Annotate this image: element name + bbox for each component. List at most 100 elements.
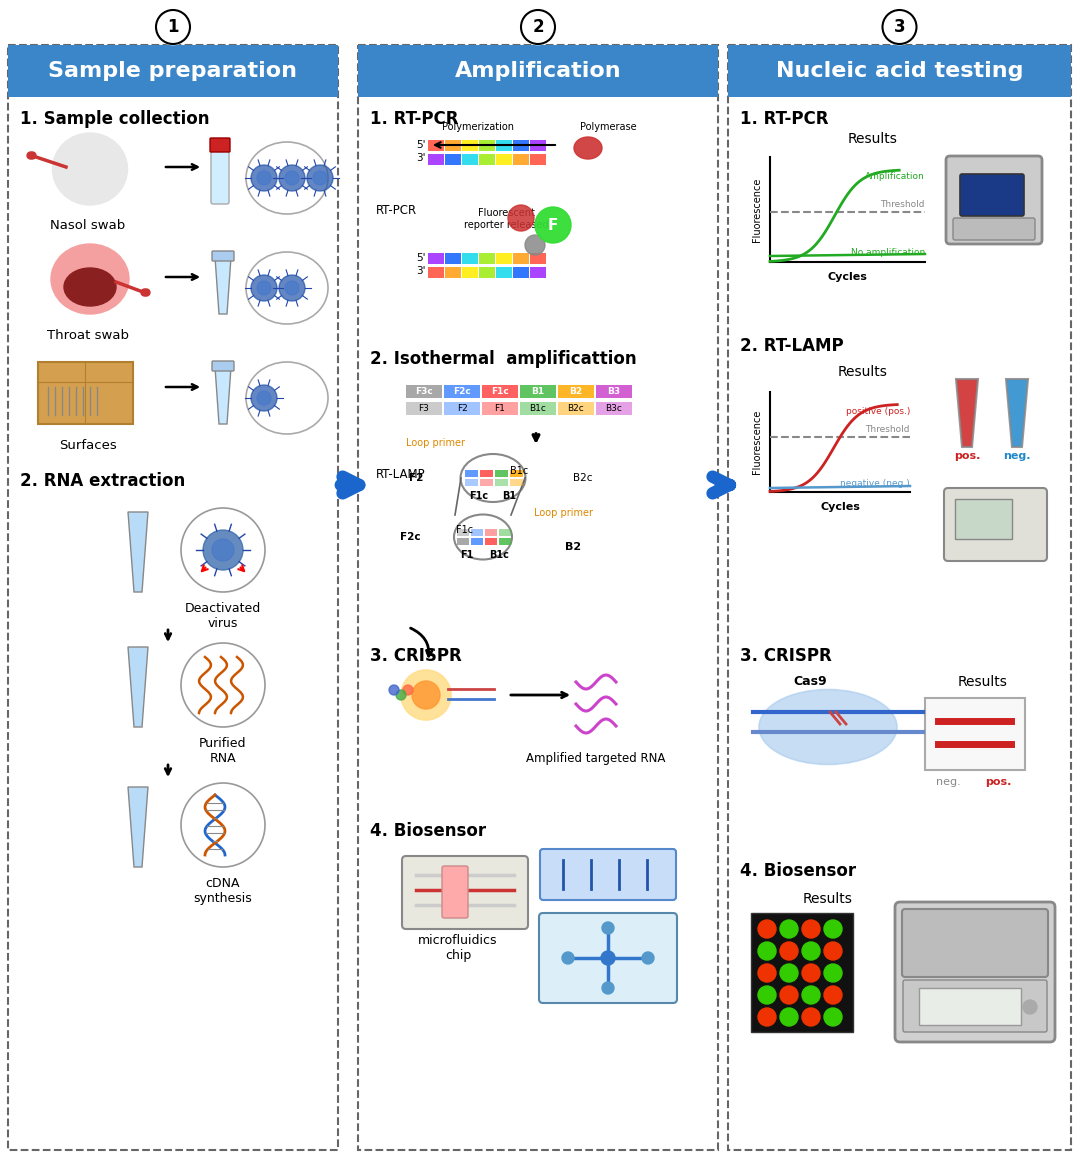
Ellipse shape bbox=[246, 252, 328, 324]
FancyBboxPatch shape bbox=[510, 470, 523, 477]
Text: B2c: B2c bbox=[568, 404, 585, 413]
FancyBboxPatch shape bbox=[496, 253, 513, 264]
Text: F: F bbox=[548, 218, 558, 233]
Circle shape bbox=[402, 685, 413, 695]
Text: positive (pos.): positive (pos.) bbox=[846, 406, 910, 415]
Text: 3': 3' bbox=[416, 266, 425, 277]
Circle shape bbox=[759, 964, 776, 982]
FancyBboxPatch shape bbox=[530, 267, 546, 278]
Text: Deactivated
virus: Deactivated virus bbox=[185, 602, 261, 631]
Circle shape bbox=[181, 643, 265, 727]
Text: 1. Sample collection: 1. Sample collection bbox=[21, 110, 209, 128]
FancyBboxPatch shape bbox=[925, 698, 1025, 771]
Text: 4. Biosensor: 4. Biosensor bbox=[370, 821, 487, 840]
Text: Sample preparation: Sample preparation bbox=[49, 61, 298, 81]
FancyBboxPatch shape bbox=[513, 253, 529, 264]
FancyBboxPatch shape bbox=[513, 140, 529, 152]
Polygon shape bbox=[128, 787, 148, 867]
Circle shape bbox=[642, 952, 654, 964]
Text: B3: B3 bbox=[607, 386, 620, 396]
Text: Results: Results bbox=[848, 132, 898, 146]
Circle shape bbox=[257, 281, 271, 295]
Circle shape bbox=[780, 942, 798, 960]
FancyBboxPatch shape bbox=[462, 140, 478, 152]
FancyBboxPatch shape bbox=[479, 267, 495, 278]
Circle shape bbox=[601, 951, 615, 965]
Circle shape bbox=[156, 10, 190, 44]
Text: Fluorescent
reporter released: Fluorescent reporter released bbox=[464, 208, 548, 229]
Text: 1. RT-PCR: 1. RT-PCR bbox=[740, 110, 829, 128]
FancyBboxPatch shape bbox=[530, 140, 546, 152]
Circle shape bbox=[780, 920, 798, 938]
FancyBboxPatch shape bbox=[402, 856, 528, 929]
Text: 1. RT-PCR: 1. RT-PCR bbox=[370, 110, 459, 128]
Circle shape bbox=[802, 920, 820, 938]
Text: Cycles: Cycles bbox=[828, 272, 868, 282]
FancyBboxPatch shape bbox=[428, 253, 443, 264]
Text: Results: Results bbox=[803, 892, 852, 906]
FancyBboxPatch shape bbox=[513, 267, 529, 278]
Text: Threshold: Threshold bbox=[865, 425, 910, 434]
Circle shape bbox=[824, 1008, 842, 1026]
Circle shape bbox=[285, 281, 299, 295]
FancyBboxPatch shape bbox=[530, 154, 546, 165]
Circle shape bbox=[759, 920, 776, 938]
Text: 3: 3 bbox=[893, 19, 905, 36]
FancyBboxPatch shape bbox=[465, 479, 478, 486]
FancyBboxPatch shape bbox=[944, 488, 1047, 561]
Ellipse shape bbox=[454, 515, 513, 560]
Ellipse shape bbox=[64, 268, 117, 305]
Text: 2. RT-LAMP: 2. RT-LAMP bbox=[740, 337, 844, 355]
Text: 3': 3' bbox=[416, 153, 425, 163]
FancyBboxPatch shape bbox=[457, 538, 469, 545]
Text: Threshold: Threshold bbox=[880, 200, 925, 208]
Text: Loop primer: Loop primer bbox=[407, 439, 465, 448]
Text: F1: F1 bbox=[461, 550, 474, 560]
Circle shape bbox=[279, 165, 305, 191]
FancyBboxPatch shape bbox=[596, 401, 632, 415]
Text: RT-PCR: RT-PCR bbox=[375, 204, 418, 216]
Ellipse shape bbox=[53, 133, 127, 205]
Circle shape bbox=[602, 922, 614, 934]
Text: pos.: pos. bbox=[985, 778, 1011, 787]
Circle shape bbox=[308, 165, 333, 191]
FancyBboxPatch shape bbox=[442, 865, 468, 918]
Polygon shape bbox=[215, 257, 231, 314]
FancyBboxPatch shape bbox=[428, 140, 443, 152]
FancyBboxPatch shape bbox=[480, 470, 493, 477]
FancyBboxPatch shape bbox=[462, 253, 478, 264]
FancyBboxPatch shape bbox=[8, 45, 338, 97]
Text: Purified
RNA: Purified RNA bbox=[200, 737, 247, 765]
Circle shape bbox=[1023, 1000, 1037, 1014]
Circle shape bbox=[257, 171, 271, 185]
FancyBboxPatch shape bbox=[465, 470, 478, 477]
FancyBboxPatch shape bbox=[558, 401, 595, 415]
Text: F2: F2 bbox=[456, 404, 467, 413]
Text: Fluorescence: Fluorescence bbox=[752, 177, 762, 242]
Text: B2: B2 bbox=[565, 541, 582, 552]
FancyBboxPatch shape bbox=[902, 909, 1048, 977]
Text: B1c: B1c bbox=[510, 466, 528, 476]
Text: neg.: neg. bbox=[1003, 451, 1030, 460]
Circle shape bbox=[780, 964, 798, 982]
FancyBboxPatch shape bbox=[428, 267, 443, 278]
Circle shape bbox=[824, 964, 842, 982]
Circle shape bbox=[390, 685, 399, 695]
Text: 2. RNA extraction: 2. RNA extraction bbox=[21, 472, 186, 491]
Circle shape bbox=[313, 171, 327, 185]
Text: F1c: F1c bbox=[491, 386, 509, 396]
Circle shape bbox=[181, 783, 265, 867]
FancyBboxPatch shape bbox=[445, 140, 461, 152]
FancyBboxPatch shape bbox=[946, 156, 1042, 244]
Text: Nucleic acid testing: Nucleic acid testing bbox=[776, 61, 1023, 81]
Text: Fluorescence: Fluorescence bbox=[752, 410, 762, 474]
FancyBboxPatch shape bbox=[903, 980, 1047, 1032]
FancyBboxPatch shape bbox=[540, 913, 677, 1003]
Text: F1c: F1c bbox=[456, 525, 474, 535]
Text: F1c: F1c bbox=[469, 491, 489, 501]
FancyBboxPatch shape bbox=[472, 538, 483, 545]
Text: Amplification: Amplification bbox=[865, 172, 925, 182]
Text: Amplified targeted RNA: Amplified targeted RNA bbox=[527, 752, 666, 765]
Text: Nasol swab: Nasol swab bbox=[51, 219, 125, 233]
FancyBboxPatch shape bbox=[445, 267, 461, 278]
